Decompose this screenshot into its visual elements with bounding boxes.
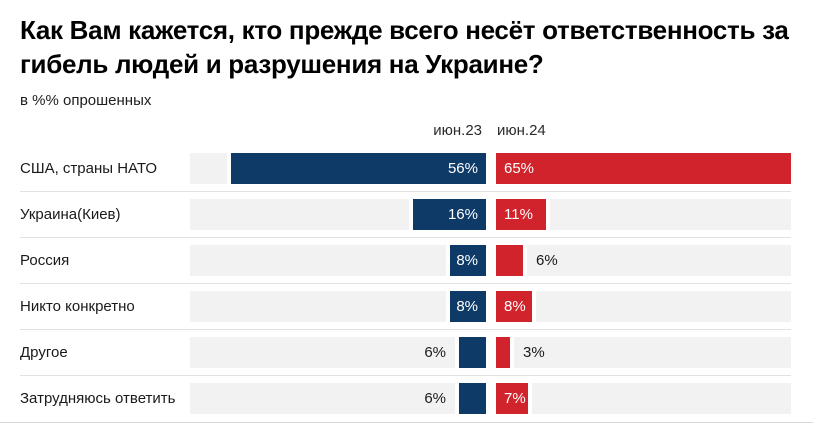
table-row: Другое 6% 3% — [20, 328, 791, 375]
table-row: Украина(Киев) 16% 11% — [20, 190, 791, 237]
bar-июн.24: 11% — [496, 198, 546, 230]
bar-value-label: 6% — [424, 389, 446, 407]
bar-value-label: 7% — [504, 389, 526, 407]
table-row: Никто конкретно 8% 8% — [20, 282, 791, 329]
chart-title: Как Вам кажется, кто прежде всего несёт … — [20, 15, 789, 79]
bar-cell-июн.24: 65% — [496, 152, 791, 184]
bar-cell-июн.23: 6% — [190, 382, 486, 414]
table-row: Россия 8% 6% — [20, 236, 791, 283]
column-header-jun24: июн.24 — [497, 121, 546, 139]
chart-subtitle: в %% опрошенных — [20, 91, 152, 109]
bar-value-label: 11% — [504, 205, 533, 223]
bar-cell-июн.23: 16% — [190, 198, 486, 230]
column-headers: июн.23 июн.24 — [20, 121, 791, 140]
bar-июн.23: 56% — [231, 152, 486, 184]
bar-track — [536, 290, 791, 322]
bar-июн.23 — [459, 382, 486, 414]
bar-track: 3% — [514, 336, 791, 368]
bar-cell-июн.24: 3% — [496, 336, 791, 368]
bar-value-label: 8% — [456, 251, 478, 269]
bar-cell-июн.24: 8% — [496, 290, 791, 322]
bar-cell-июн.23: 56% — [190, 152, 486, 184]
bar-июн.23: 16% — [413, 198, 486, 230]
bar-track — [190, 152, 227, 184]
column-header-jun23: июн.23 — [433, 121, 482, 139]
table-row: США, страны НАТО 56% 65% — [20, 146, 791, 191]
category-label: Россия — [20, 251, 70, 269]
bar-rows: США, страны НАТО 56% 65% Украина(Киев) 16% 11… — [20, 146, 791, 421]
bar-track — [550, 198, 791, 230]
bar-cell-июн.23: 8% — [190, 290, 486, 322]
bottom-divider — [0, 422, 813, 423]
bar-value-label: 8% — [504, 297, 526, 315]
bar-value-label: 6% — [536, 251, 558, 269]
header-spacer — [20, 121, 190, 140]
bar-cell-июн.23: 8% — [190, 244, 486, 276]
bar-июн.23 — [459, 336, 486, 368]
category-label: Украина(Киев) — [20, 205, 121, 223]
bar-июн.24: 7% — [496, 382, 528, 414]
bar-value-label: 3% — [523, 343, 545, 361]
bar-cell-июн.24: 6% — [496, 244, 791, 276]
bar-июн.24 — [496, 244, 523, 276]
bar-июн.24: 8% — [496, 290, 532, 322]
bar-track — [532, 382, 791, 414]
bar-track — [190, 290, 446, 322]
bar-value-label: 65% — [504, 159, 535, 177]
category-label: Затрудняюсь ответить — [20, 389, 176, 407]
bar-июн.23: 8% — [450, 290, 486, 322]
bar-track: 6% — [190, 336, 455, 368]
bar-value-label: 6% — [424, 343, 446, 361]
bar-июн.23: 8% — [450, 244, 486, 276]
bar-value-label: 56% — [447, 159, 478, 177]
category-label: Никто конкретно — [20, 297, 135, 315]
bar-track — [190, 244, 446, 276]
table-row: Затрудняюсь ответить 6% 7% — [20, 374, 791, 421]
bar-track: 6% — [190, 382, 455, 414]
bar-cell-июн.24: 11% — [496, 198, 791, 230]
bar-track — [190, 198, 409, 230]
bar-июн.24 — [496, 336, 510, 368]
bar-cell-июн.23: 6% — [190, 336, 486, 368]
bar-value-label: 8% — [456, 297, 478, 315]
category-label: Другое — [20, 343, 68, 361]
bar-июн.24: 65% — [496, 152, 791, 184]
bar-track: 6% — [527, 244, 791, 276]
bar-value-label: 16% — [447, 205, 478, 223]
bar-cell-июн.24: 7% — [496, 382, 791, 414]
category-label: США, страны НАТО — [20, 159, 158, 177]
